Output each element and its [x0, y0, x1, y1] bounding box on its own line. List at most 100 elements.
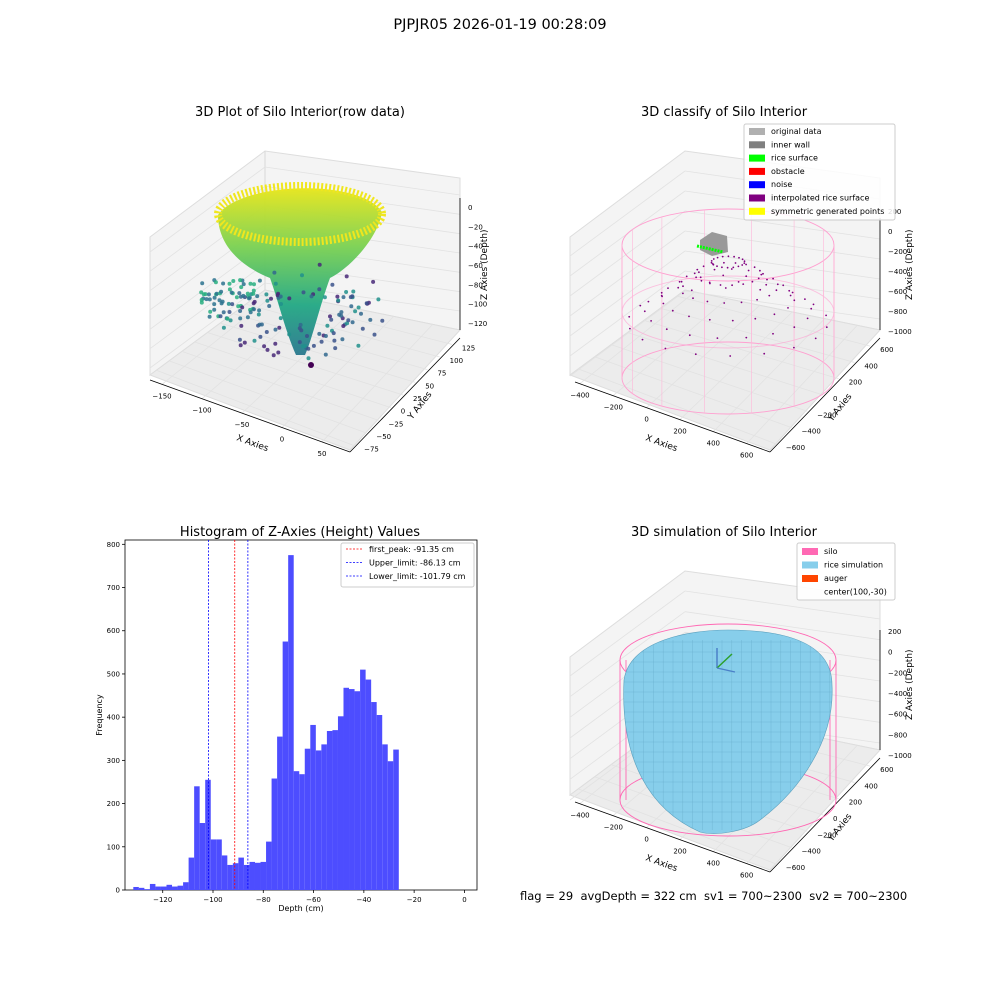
x-gridline	[579, 291, 695, 384]
x-tick-label: −40	[356, 896, 371, 904]
interpolated-point	[743, 260, 746, 263]
z-gridline	[684, 250, 881, 280]
legend-label: rice surface	[771, 154, 818, 163]
interpolated-point	[671, 309, 674, 312]
y-tick-label: 200	[107, 800, 120, 808]
x-gridline	[679, 311, 793, 420]
legend-swatch	[802, 548, 818, 555]
histogram-bar	[382, 744, 388, 890]
interpolated-point	[661, 295, 663, 298]
z-gridline	[149, 166, 266, 253]
x-tick-label: −20	[407, 896, 422, 904]
raw-scatter-point	[287, 296, 292, 301]
y-gridline	[627, 332, 824, 396]
interpolated-point	[788, 289, 791, 292]
raw-scatter-point	[242, 340, 247, 345]
z-tick-label: 0	[888, 649, 892, 657]
raw-scatter-point	[231, 279, 236, 283]
interpolated-point	[708, 318, 711, 321]
simulation-x-label: X Axies	[644, 853, 679, 874]
histogram-bar	[282, 641, 289, 890]
raw-scatter-point	[226, 301, 231, 306]
interpolated-point	[806, 317, 809, 320]
y-gridline	[169, 360, 367, 434]
raw-scatter-point	[262, 344, 267, 349]
raw-scatter-point	[252, 282, 256, 287]
legend-label: Lower_limit: -101.79 cm	[369, 572, 466, 581]
y-tick-label: 100	[107, 843, 120, 851]
interpolated-point	[699, 276, 702, 279]
raw-scatter-point	[297, 326, 302, 331]
interpolated-point	[765, 283, 768, 286]
x-tick-label: −60	[306, 896, 321, 904]
raw-scatter-point	[277, 325, 282, 330]
y-tick-label: 0	[401, 408, 405, 416]
raw-scatter-point	[364, 301, 369, 306]
z-tick-label: −800	[888, 731, 907, 739]
interpolated-point	[692, 297, 694, 300]
histogram-reference-lines	[208, 540, 249, 890]
raw-scatter-point	[332, 338, 337, 343]
raw-scatter-point	[227, 310, 232, 314]
legend-label: interpolated rice surface	[771, 194, 869, 203]
classify-x-axis	[574, 381, 771, 453]
raw-scatter-point	[356, 305, 361, 310]
interpolated-point	[734, 262, 737, 264]
histogram-x-ticks: −120 −100 −80 −60 −40 −20 0	[153, 890, 467, 904]
raw-scatter-point	[300, 273, 304, 278]
histogram-bar	[365, 679, 372, 890]
y-tick-label: 500	[107, 670, 120, 678]
raw-scatter-point	[199, 290, 204, 295]
x-gridline	[321, 324, 433, 443]
interpolated-point	[682, 292, 684, 295]
interpolated-point	[665, 328, 668, 331]
raw-scatter-point	[276, 291, 281, 296]
simulation-z-label: Z Axies (Depth)	[905, 649, 915, 720]
histogram-bar	[310, 724, 316, 890]
raw-scatter-point	[248, 310, 253, 315]
y-tick-label: −75	[364, 446, 379, 454]
histogram-bar	[138, 887, 145, 890]
raw-scatter-point	[200, 281, 205, 286]
histogram-bar	[238, 857, 244, 890]
raw-scatter-point	[341, 324, 346, 328]
x-tick-label: 400	[707, 860, 720, 868]
y-tick-label: 400	[864, 362, 877, 370]
interpolated-point	[628, 315, 631, 318]
raw-scatter-point	[238, 278, 243, 283]
x-tick-label: 0	[280, 436, 284, 444]
raw-scatter-point	[227, 281, 232, 286]
histogram-legend-entries: first_peak: -91.35 cm Upper_limit: -86.13…	[346, 545, 466, 581]
histogram-bar	[144, 889, 150, 890]
y-gridline	[660, 307, 855, 363]
interpolated-point	[721, 266, 723, 269]
interpolated-point	[759, 288, 762, 291]
histogram-bar	[172, 886, 178, 890]
z-gridline	[569, 611, 686, 697]
simulation-rice-surface	[623, 629, 833, 834]
z-tick-label: −60	[468, 262, 483, 270]
z-tick-label: −600	[888, 711, 907, 719]
raw-scatter-point	[271, 353, 276, 358]
raw-scatter-point	[349, 304, 354, 309]
raw-scatter-point	[335, 294, 340, 299]
interpolated-point	[647, 300, 650, 303]
raw-scatter-point	[306, 356, 311, 361]
figure-suptitle: PJPJR05 2026-01-19 00:28:09	[393, 17, 607, 33]
interpolated-point	[716, 256, 719, 259]
raw-scatter-point	[208, 309, 213, 314]
raw-scatter-point	[225, 316, 230, 321]
interpolated-point	[729, 355, 732, 357]
raw-scatter-point	[227, 287, 232, 292]
legend-label: original data	[771, 127, 822, 136]
histogram-bar	[271, 778, 278, 890]
histogram-bar	[266, 841, 272, 890]
y-tick-label: 75	[437, 370, 446, 378]
raw-scatter-point	[251, 291, 256, 296]
y-tick-label: 125	[462, 344, 475, 352]
raw-scatter-point	[238, 343, 243, 348]
interpolated-point	[733, 255, 735, 258]
interpolated-point	[629, 327, 631, 330]
interpolated-point	[772, 277, 774, 280]
y-gridline	[181, 351, 379, 421]
